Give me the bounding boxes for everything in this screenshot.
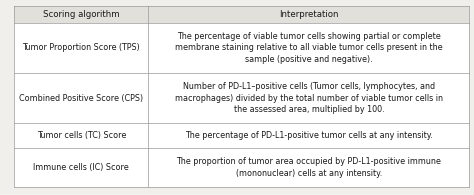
FancyBboxPatch shape <box>14 6 469 23</box>
Text: Tumor cells (TC) Score: Tumor cells (TC) Score <box>36 131 126 140</box>
FancyBboxPatch shape <box>14 6 469 187</box>
Text: The percentage of viable tumor cells showing partial or complete
membrane staini: The percentage of viable tumor cells sho… <box>175 32 443 64</box>
Text: Combined Positive Score (CPS): Combined Positive Score (CPS) <box>19 94 144 103</box>
Text: Scoring algorithm: Scoring algorithm <box>43 10 119 19</box>
Text: Number of PD-L1–positive cells (Tumor cells, lymphocytes, and
macrophages) divid: Number of PD-L1–positive cells (Tumor ce… <box>175 82 443 114</box>
Text: The percentage of PD-L1-positive tumor cells at any intensity.: The percentage of PD-L1-positive tumor c… <box>185 131 433 140</box>
Text: Immune cells (IC) Score: Immune cells (IC) Score <box>34 163 129 172</box>
Text: The proportion of tumor area occupied by PD-L1-positive immune
(mononuclear) cel: The proportion of tumor area occupied by… <box>176 157 441 178</box>
Text: Tumor Proportion Score (TPS): Tumor Proportion Score (TPS) <box>22 43 140 52</box>
Text: Interpretation: Interpretation <box>279 10 338 19</box>
